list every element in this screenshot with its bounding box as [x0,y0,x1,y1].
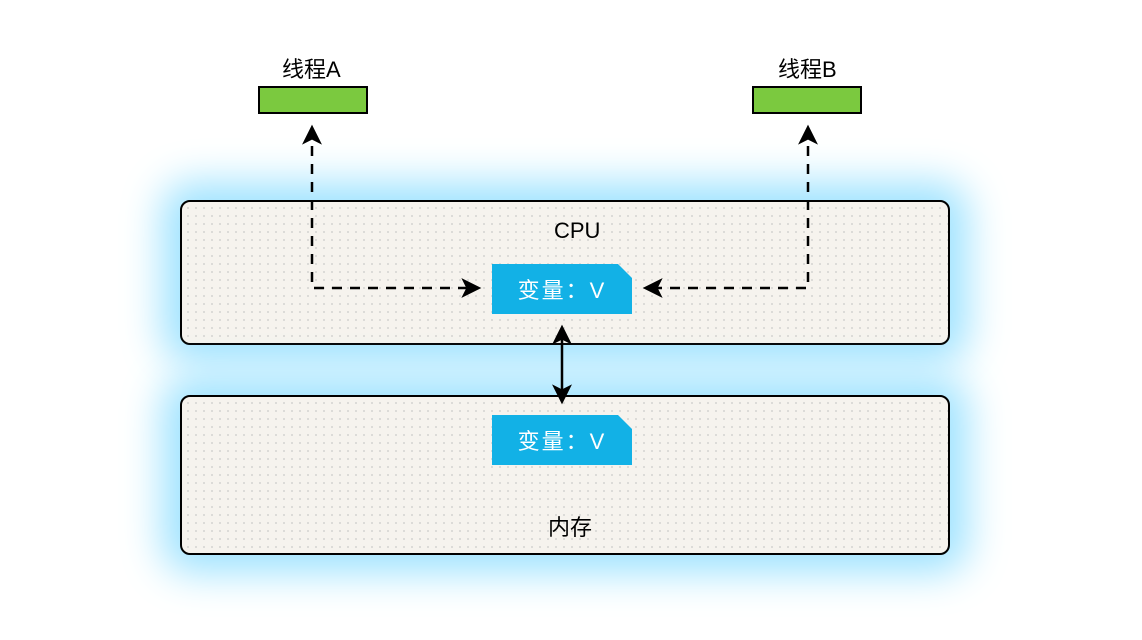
thread-b-label: 线程B [778,52,837,84]
cpu-variable-label: 变量：V [518,273,607,305]
memory-variable-label: 变量：V [518,424,607,456]
diagram-stage: 线程A 线程B CPU 变量：V 内存 变量：V [0,0,1142,640]
thread-b-box [752,86,862,114]
thread-a-box [258,86,368,114]
cpu-variable-box: 变量：V [492,264,632,314]
memory-variable-box: 变量：V [492,415,632,465]
memory-label: 内存 [548,510,592,542]
cpu-label: CPU [554,218,600,244]
thread-a-label: 线程A [282,52,341,84]
